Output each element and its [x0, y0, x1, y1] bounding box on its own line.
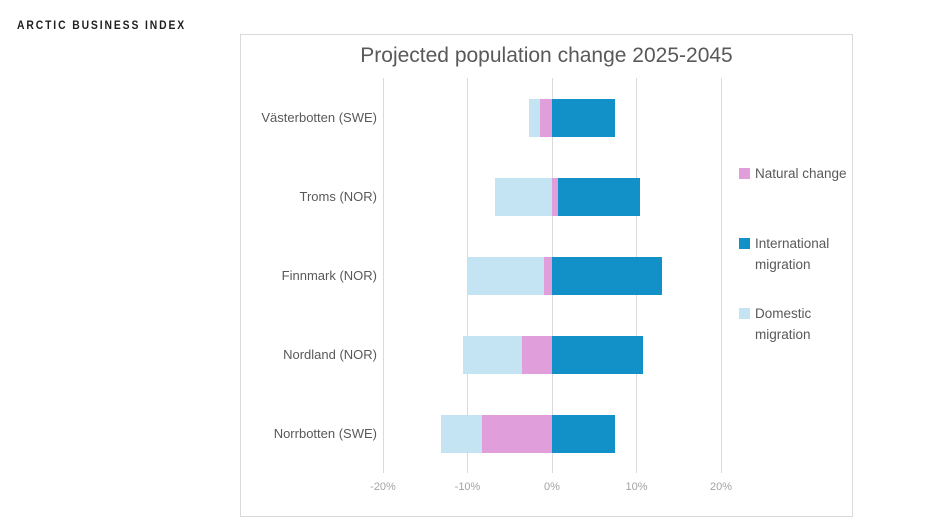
- legend-item-label: Natural change: [755, 166, 847, 181]
- axis-tick-label: -20%: [370, 481, 396, 493]
- legend-swatch-icon: [739, 168, 750, 179]
- legend-item-label: International migration: [755, 236, 830, 272]
- category-label: Norrbotten (SWE): [273, 426, 377, 441]
- plot-area: -20% -10% 0% 10% 20%: [370, 78, 732, 493]
- category-label: Troms (NOR): [299, 189, 377, 204]
- bar-segment: [557, 177, 640, 216]
- bar-segment: [522, 335, 552, 374]
- chart-card: Projected population change 2025-2045 -2…: [240, 34, 853, 517]
- category-label: Västerbotten (SWE): [261, 110, 377, 125]
- bar-segment: [441, 414, 482, 453]
- brand-logo: ARCTIC BUSINESS INDEX: [17, 20, 187, 32]
- axis-tick-label: -10%: [454, 481, 481, 493]
- bar-segment: [552, 177, 558, 216]
- bar-segment: [543, 256, 552, 295]
- axis-tick-label: 10%: [625, 481, 648, 493]
- axis-tick-label: 0%: [544, 481, 560, 493]
- legend-item: International migration: [739, 233, 857, 275]
- bar-segment: [481, 414, 552, 453]
- category-label: Nordland (NOR): [283, 347, 377, 362]
- legend-item: Natural change: [739, 163, 857, 184]
- bar-segment: [552, 256, 662, 295]
- gridline: [382, 78, 384, 473]
- chart-title: Projected population change 2025-2045: [360, 44, 733, 67]
- bar-segment: [552, 414, 615, 453]
- legend-swatch-icon: [739, 238, 750, 249]
- bar-segment: [529, 98, 541, 137]
- category-label: Finnmark (NOR): [281, 268, 377, 283]
- legend-item-label: Domestic migration: [755, 306, 812, 342]
- bar-segment: [495, 177, 552, 216]
- bar-segment: [540, 98, 552, 137]
- gridline: [720, 78, 722, 473]
- legend-swatch-icon: [739, 308, 750, 319]
- bar-segment: [552, 98, 616, 137]
- legend-item: Domestic migration: [739, 303, 857, 345]
- bar-segment: [467, 256, 544, 295]
- bar-segment: [463, 335, 523, 374]
- axis-tick-label: 20%: [709, 481, 733, 493]
- bar-segment: [552, 335, 644, 374]
